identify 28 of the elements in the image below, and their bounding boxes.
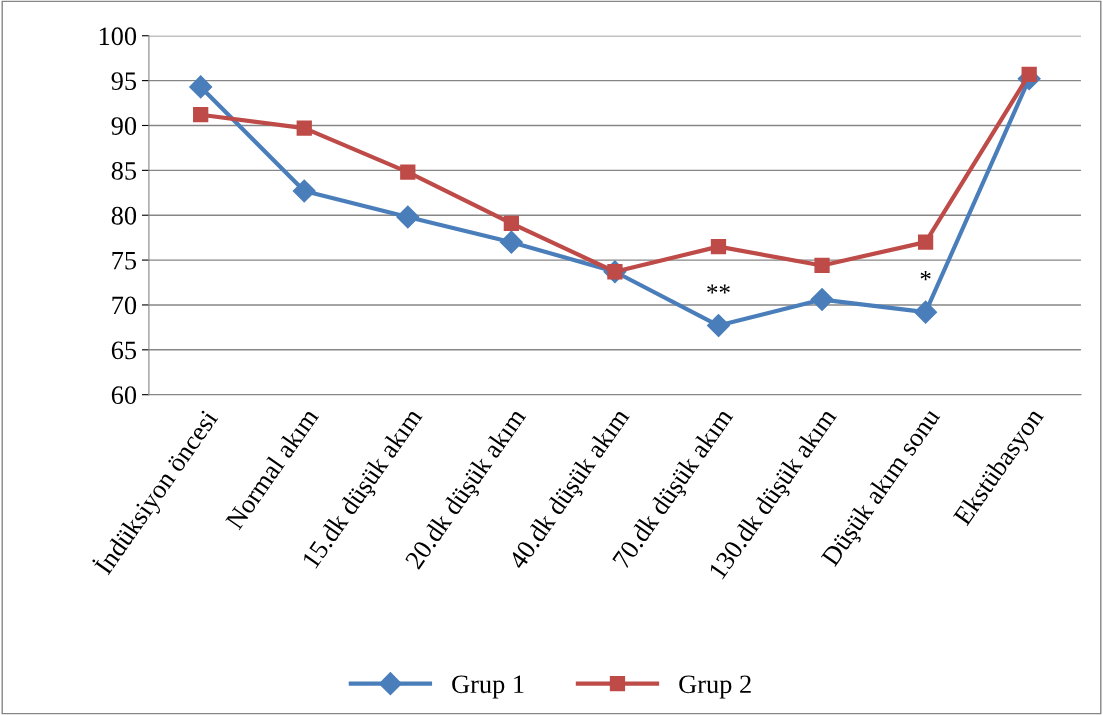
legend-label: Grup 1 [452,675,524,699]
point [193,107,209,123]
point [396,205,420,229]
y-tick-label: 60 [111,386,137,405]
y-tick-label: 85 [111,161,137,180]
point [503,215,520,231]
point [706,314,730,338]
y-tick-label: 95 [111,72,137,91]
point [814,257,830,274]
point [292,179,316,203]
y-tick-label: 70 [112,296,137,315]
point [710,238,727,255]
point [400,164,416,180]
point [499,230,523,254]
point [914,300,938,324]
annotation: * [920,270,931,281]
point [1021,66,1037,82]
y-tick-label: 90 [111,117,137,135]
y-tick-label: 65 [111,341,137,360]
annotation: ** [707,284,730,294]
y-tick-label: 75 [112,251,137,270]
legend-label: Grup 2 [679,675,751,699]
point [189,75,213,99]
y-tick-label: 80 [111,206,137,225]
point [917,234,934,250]
point [810,288,834,312]
y-tick-label: 100 [99,27,137,46]
point [296,120,312,136]
